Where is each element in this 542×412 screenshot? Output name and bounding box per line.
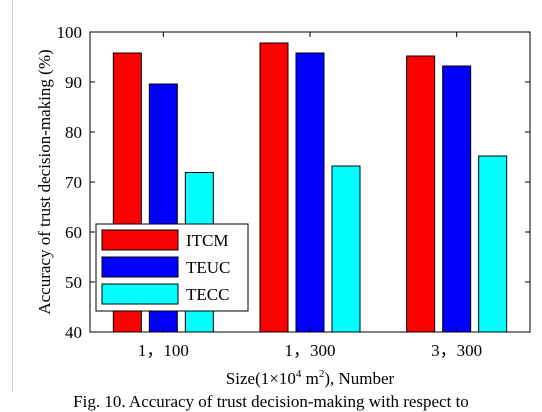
y-tick-label: 90 bbox=[65, 73, 82, 92]
x-axis-label-sup2: 2 bbox=[319, 368, 325, 380]
x-axis-label: Size(1×104 m2), Number bbox=[226, 368, 395, 388]
y-tick-label: 50 bbox=[65, 273, 82, 292]
bar-chart: 40 50 60 70 80 90 100 1，100 1，300 3，300 Accuracy… bbox=[35, 23, 531, 388]
x-tick-label: 1，300 bbox=[285, 341, 336, 360]
y-tick-label: 60 bbox=[65, 223, 82, 242]
x-axis-ticks: 1，100 1，300 3，300 bbox=[138, 32, 482, 360]
bar-tecc-2 bbox=[331, 165, 361, 333]
x-tick-label: 1，100 bbox=[138, 341, 189, 360]
y-tick-label: 80 bbox=[65, 123, 82, 142]
x-axis-label-end: ), Number bbox=[324, 369, 394, 388]
y-tick-label: 40 bbox=[65, 323, 82, 342]
figure-caption: Fig. 10. Accuracy of trust decision-maki… bbox=[73, 392, 469, 411]
bar-tecc-3 bbox=[478, 155, 508, 333]
x-axis-label-mid: m bbox=[301, 369, 318, 388]
bar-teuc-2 bbox=[295, 52, 325, 333]
page-divider-line bbox=[12, 0, 13, 392]
legend-swatch-teuc bbox=[101, 256, 179, 278]
legend-label-itcm: ITCM bbox=[186, 231, 229, 250]
legend-swatch-tecc bbox=[101, 283, 179, 305]
x-tick-label: 3，300 bbox=[431, 341, 482, 360]
y-axis-label: Accuracy of trust decision-making (%) bbox=[35, 49, 54, 314]
legend-label-tecc: TECC bbox=[186, 285, 229, 304]
x-axis-label-main: Size(1×10 bbox=[226, 369, 296, 388]
legend-swatch-itcm bbox=[101, 229, 179, 251]
bar-itcm-3 bbox=[406, 55, 436, 333]
plot-frame bbox=[89, 31, 531, 333]
x-axis-label-sup1: 4 bbox=[296, 368, 302, 380]
bar-itcm-2 bbox=[259, 42, 289, 333]
bar-teuc-3 bbox=[442, 65, 472, 333]
legend-label-teuc: TEUC bbox=[186, 258, 230, 277]
legend: ITCM TEUC TECC bbox=[95, 223, 249, 312]
y-axis-ticks: 40 50 60 70 80 90 100 bbox=[57, 23, 530, 342]
y-tick-label: 70 bbox=[65, 173, 82, 192]
y-tick-label: 100 bbox=[57, 23, 83, 42]
